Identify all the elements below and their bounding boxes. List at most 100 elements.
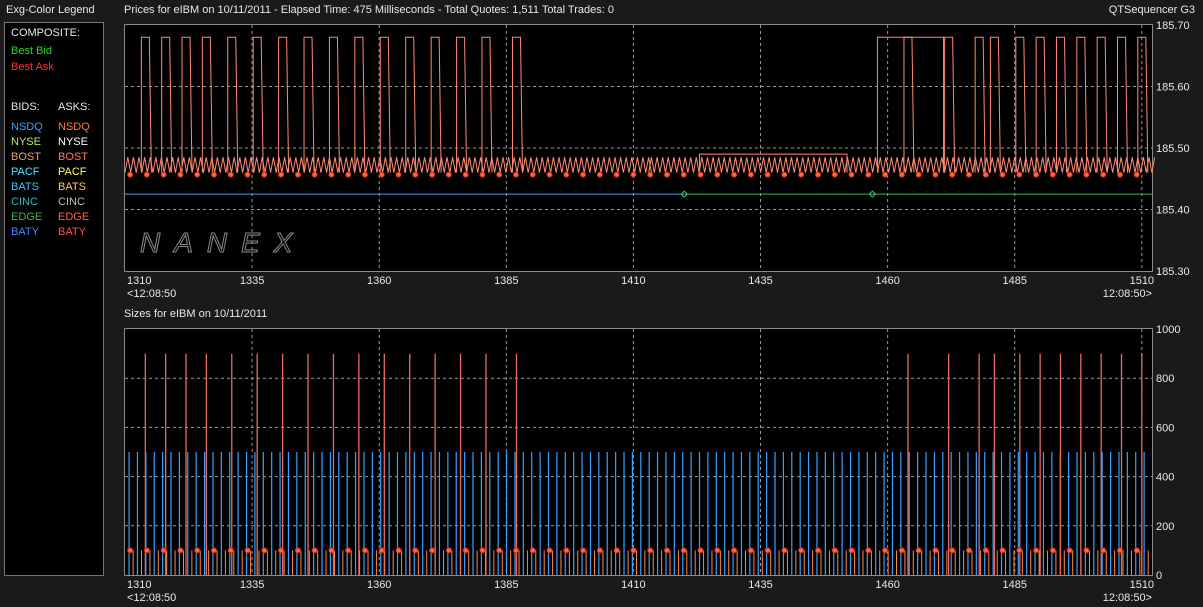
- ask-size-dot: [395, 547, 402, 554]
- price-x-tick-label: 1510: [1130, 275, 1154, 287]
- legend-best-bid: Best Bid: [11, 45, 52, 57]
- legend-ask-edge: EDGE: [58, 211, 90, 223]
- ask-size-dot: [160, 547, 167, 554]
- legend-best-ask: Best Ask: [11, 61, 54, 73]
- ask-quote-dot: [680, 171, 687, 178]
- legend-bid-bost: BOST: [11, 151, 41, 163]
- ask-quote-dot: [496, 171, 503, 178]
- ask-quote-dot: [127, 171, 134, 178]
- ask-spike-0-13: [456, 36, 468, 173]
- ask-spike-0-6: [278, 36, 290, 173]
- ask-quote-dot: [882, 171, 889, 178]
- ask-quote-dot: [1116, 171, 1123, 178]
- price-x-tick-label: 1460: [875, 275, 899, 287]
- ask-spike-0-9: [354, 36, 366, 173]
- ask-size-dot: [496, 547, 503, 554]
- price-y-tick-label: 185.40: [1156, 205, 1190, 217]
- legend-asks-header: ASKS:: [58, 101, 91, 113]
- ask-size-dot: [1083, 547, 1090, 554]
- ask-quote-dot: [613, 171, 620, 178]
- ask-quote-dot: [328, 171, 335, 178]
- ask-quote-dot: [143, 171, 150, 178]
- ask-spike-2-1: [944, 36, 956, 173]
- ask-quote-dot: [630, 171, 637, 178]
- ask-size-dot: [630, 547, 637, 554]
- ask-quote-dot: [1100, 171, 1107, 178]
- ask-quote-dot: [1049, 171, 1056, 178]
- ask-size-dot: [1033, 547, 1040, 554]
- size-x-start-time: <12:08:50: [127, 592, 176, 604]
- ask-spike-0-5: [252, 36, 264, 173]
- legend-ask-pacf: PACF: [58, 166, 87, 178]
- ask-size-dot: [479, 547, 486, 554]
- legend-panel: COMPOSITE: Best Bid Best Ask BIDS: ASKS:…: [4, 22, 104, 576]
- ask-size-dot: [143, 547, 150, 554]
- ask-size-dot: [445, 547, 452, 554]
- ask-quote-dot: [714, 171, 721, 178]
- ask-quote-dot: [999, 171, 1006, 178]
- legend-bid-nyse: NYSE: [11, 136, 41, 148]
- ask-spike-2-6: [1055, 36, 1067, 173]
- ask-quote-dot: [865, 171, 872, 178]
- size-x-tick-label: 1435: [748, 579, 772, 591]
- size-x-tick-label: 1460: [875, 579, 899, 591]
- price-x-tick-label: 1435: [748, 275, 772, 287]
- ask-size-dot: [194, 547, 201, 554]
- ask-quote-dot: [194, 171, 201, 178]
- size-x-tick-label: 1410: [621, 579, 645, 591]
- ask-quote-dot: [361, 171, 368, 178]
- ask-quote-dot: [949, 171, 956, 178]
- ask-size-dot: [244, 547, 251, 554]
- ask-quote-dot: [294, 171, 301, 178]
- ask-size-dot: [781, 547, 788, 554]
- ask-spike-0-0: [140, 36, 152, 173]
- ask-size-dot: [261, 547, 268, 554]
- ask-size-dot: [580, 547, 587, 554]
- price-y-tick-label: 185.30: [1156, 266, 1190, 278]
- ask-spike-0-14: [481, 36, 493, 173]
- ask-size-dot: [915, 547, 922, 554]
- ask-size-dot: [1100, 547, 1107, 554]
- ask-quote-dot: [1083, 171, 1090, 178]
- ask-size-dot: [898, 547, 905, 554]
- ask-quote-dot: [1066, 171, 1073, 178]
- legend-bid-bats: BATS: [11, 181, 39, 193]
- legend-bid-pacf: PACF: [11, 166, 40, 178]
- ask-quote-dot: [580, 171, 587, 178]
- ask-size-dot: [311, 547, 318, 554]
- ask-quote-dot: [177, 171, 184, 178]
- ask-quote-dot: [848, 171, 855, 178]
- ask-quote-dot: [647, 171, 654, 178]
- ask-quote-dot: [563, 171, 570, 178]
- ask-size-dot: [747, 547, 754, 554]
- ask-spike-2-7: [1076, 36, 1088, 173]
- ask-size-dot: [731, 547, 738, 554]
- ask-quote-dot: [512, 171, 519, 178]
- price-y-tick-label: 185.70: [1156, 20, 1190, 32]
- ask-quote-dot: [160, 171, 167, 178]
- legend-ask-nsdq: NSDQ: [58, 121, 90, 133]
- ask-quote-dot: [445, 171, 452, 178]
- ask-spike-2-4: [1015, 36, 1027, 173]
- ask-spike-2-0: [903, 36, 915, 173]
- legend-ask-bost: BOST: [58, 151, 88, 163]
- app-title: QTSequencer G3: [1108, 4, 1195, 16]
- size-x-tick-label: 1360: [367, 579, 391, 591]
- ask-size-dot: [697, 547, 704, 554]
- ask-size-dot: [764, 547, 771, 554]
- ask-size-dot: [546, 547, 553, 554]
- ask-quote-dot: [663, 171, 670, 178]
- ask-size-dot: [378, 547, 385, 554]
- ask-size-dot: [1066, 547, 1073, 554]
- ask-size-dot: [982, 547, 989, 554]
- ask-size-dot: [278, 547, 285, 554]
- bid-marker-1: [868, 190, 877, 198]
- ask-quote-dot: [898, 171, 905, 178]
- ask-quote-dot: [210, 171, 217, 178]
- ask-size-dot: [1016, 547, 1023, 554]
- size-x-tick-label: 1335: [240, 579, 264, 591]
- price-x-tick-label: 1335: [240, 275, 264, 287]
- price-x-tick-label: 1485: [1002, 275, 1026, 287]
- ask-quote-dot: [278, 171, 285, 178]
- size-x-end-time: 12:08:50>: [1103, 592, 1152, 604]
